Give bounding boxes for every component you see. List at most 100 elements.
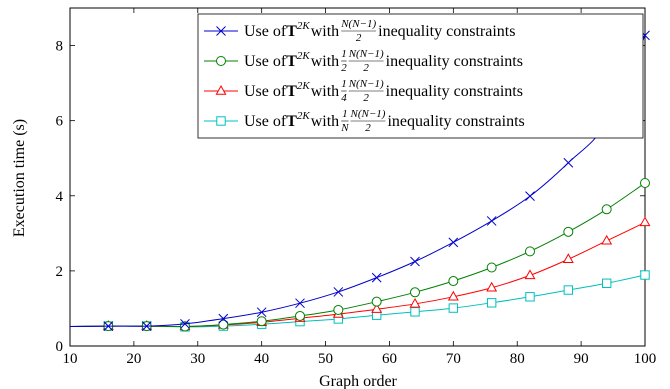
- data-point: [218, 313, 229, 324]
- x-tick-label: 60: [382, 351, 397, 367]
- legend-swatch-marker: [215, 84, 227, 95]
- x-tick-label: 30: [190, 351, 205, 367]
- x-tick-label: 70: [446, 351, 461, 367]
- legend-coef-num: 1: [342, 108, 348, 120]
- series-1: [69, 30, 650, 331]
- series-line: [69, 35, 646, 327]
- data-point: [371, 272, 382, 283]
- data-point: [180, 318, 190, 329]
- data-point: [218, 319, 229, 330]
- legend-text-bold: T: [286, 53, 297, 70]
- legend-text-bold: T: [286, 23, 297, 40]
- legend-text-post: inequality constraints: [386, 83, 523, 100]
- data-point: [525, 292, 535, 302]
- x-tick-label: 90: [574, 351, 589, 367]
- data-point: [141, 321, 152, 331]
- data-point: [563, 226, 574, 237]
- legend-text-sup: 2K: [297, 50, 311, 62]
- legend-text-bold: T: [286, 83, 297, 100]
- y-tick-label: 4: [56, 189, 64, 205]
- series-line: [69, 274, 646, 328]
- data-point: [639, 216, 651, 227]
- y-tick-label: 8: [56, 39, 64, 55]
- legend-entry-4: Use of T 2K with 1 NN(N−1) 2 inequality con…: [204, 108, 525, 134]
- data-point: [410, 287, 420, 298]
- series-line: [69, 182, 646, 328]
- legend-coef-num: 1: [341, 48, 347, 60]
- legend-swatch-marker: [216, 116, 226, 126]
- data-point: [486, 281, 498, 292]
- data-point: [371, 303, 383, 313]
- legend-frac-den: 2: [363, 92, 369, 104]
- series-layer: [69, 30, 651, 332]
- data-point: [524, 269, 536, 280]
- data-point: [410, 256, 420, 267]
- data-point: [447, 290, 459, 301]
- legend-text-sup: 2K: [297, 80, 311, 92]
- legend-frac-num: N(N−1): [348, 48, 384, 60]
- legend-frac-num: N(N−1): [340, 18, 376, 30]
- data-point: [486, 216, 497, 226]
- series-line: [69, 221, 646, 328]
- legend-box: [197, 13, 644, 139]
- x-tick-label: 80: [510, 351, 525, 367]
- legend-frac-den: 2: [363, 62, 369, 74]
- legend-text-pre: Use of: [244, 83, 287, 100]
- legend-swatch-marker: [216, 26, 226, 36]
- legend-entry-3: Use of T 2K with 1 4N(N−1) 2 inequality con…: [204, 78, 523, 104]
- data-point: [601, 278, 612, 288]
- legend-text-mid: with: [311, 113, 339, 130]
- legend-text-post: inequality constraints: [387, 113, 524, 130]
- legend: Use of T 2K with N(N−1)2 inequality const…: [197, 13, 644, 139]
- legend-text-sup: 2K: [297, 20, 311, 32]
- y-tick-label: 0: [56, 339, 64, 355]
- data-point: [562, 253, 574, 263]
- legend-entry-2: Use of T 2K with 12N(N−1)2 inequality con…: [204, 48, 523, 74]
- axes: 10 20 30 40 50 60 70 80 90 100 0 2 4 6 8: [56, 7, 657, 367]
- y-axis-label: Execution time (s): [11, 119, 28, 237]
- data-point: [295, 298, 305, 309]
- legend-entry-1: Use of T 2K with N(N−1) 2 inequality const…: [204, 18, 515, 44]
- legend-text-pre: Use of: [244, 113, 287, 130]
- x-tick-label: 100: [634, 351, 657, 367]
- legend-coef-num: 1: [341, 78, 347, 90]
- legend-text-mid: with: [311, 83, 339, 100]
- legend-frac-den: 2: [365, 122, 371, 134]
- legend-coef-den: 4: [341, 92, 347, 104]
- x-tick-label: 20: [126, 351, 141, 367]
- plot-frame: [69, 7, 646, 347]
- x-axis-label: Graph order: [319, 373, 397, 389]
- y-tick-label: 6: [56, 114, 64, 130]
- legend-frac-den: 2: [356, 32, 362, 44]
- legend-text-post: inequality constraints: [378, 23, 515, 40]
- x-tick-label: 50: [318, 351, 333, 367]
- data-point: [333, 287, 344, 297]
- legend-text-sup: 2K: [297, 110, 311, 122]
- data-point: [525, 191, 535, 202]
- legend-coef-den: 2: [341, 62, 347, 74]
- legend-text-mid: with: [311, 23, 339, 40]
- series-2: [69, 178, 650, 332]
- data-point: [486, 298, 497, 308]
- data-point: [525, 246, 535, 257]
- data-point: [409, 297, 421, 308]
- legend-frac-num: N(N−1): [350, 108, 386, 120]
- data-point: [601, 234, 613, 245]
- data-point: [563, 285, 574, 295]
- legend-frac-num: N(N−1): [348, 78, 384, 90]
- data-point: [295, 310, 305, 321]
- data-point: [371, 296, 382, 307]
- legend-coef-den: N: [340, 122, 349, 134]
- x-tick-label: 10: [63, 351, 78, 367]
- data-point: [486, 262, 497, 273]
- x-tick-label: 40: [254, 351, 269, 367]
- data-point: [333, 304, 344, 315]
- data-point: [640, 270, 650, 280]
- y-tick-label: 2: [56, 264, 64, 280]
- series-4: [69, 270, 650, 332]
- data-point: [103, 321, 114, 331]
- data-point: [410, 307, 420, 317]
- legend-text-mid: with: [311, 53, 339, 70]
- legend-swatch-marker: [216, 56, 226, 66]
